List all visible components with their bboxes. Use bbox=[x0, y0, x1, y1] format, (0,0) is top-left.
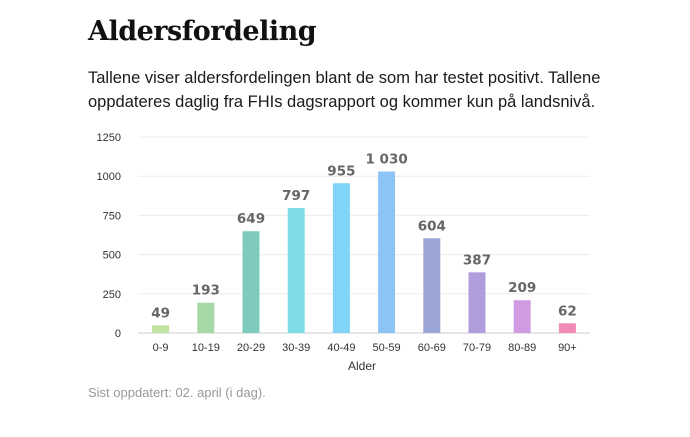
last-updated-note: Sist oppdatert: 02. april (i dag). bbox=[88, 385, 266, 400]
value-label: 797 bbox=[282, 188, 310, 204]
x-axis-title: Alder bbox=[348, 359, 376, 373]
x-tick-label: 10-19 bbox=[192, 342, 220, 354]
value-label: 193 bbox=[192, 283, 220, 299]
x-tick-label: 90+ bbox=[558, 342, 577, 354]
y-tick-label: 0 bbox=[115, 328, 121, 340]
x-tick-label: 0-9 bbox=[153, 342, 169, 354]
intro-text: Tallene viser aldersfordelingen blant de… bbox=[88, 69, 601, 111]
y-tick-label: 750 bbox=[103, 210, 121, 222]
value-label: 1 030 bbox=[365, 151, 407, 167]
page-title: Aldersfordeling bbox=[88, 16, 317, 47]
bar-50-59 bbox=[378, 171, 396, 333]
x-tick-label: 50-59 bbox=[373, 342, 401, 354]
x-tick-label: 70-79 bbox=[463, 342, 491, 354]
bar-40-49 bbox=[332, 183, 350, 333]
bar-90+ bbox=[558, 323, 576, 333]
y-tick-label: 250 bbox=[103, 289, 121, 301]
x-tick-label: 40-49 bbox=[327, 342, 355, 354]
value-label: 604 bbox=[418, 218, 446, 234]
value-label: 649 bbox=[237, 211, 265, 227]
value-label: 49 bbox=[151, 305, 170, 321]
y-tick-label: 500 bbox=[103, 250, 121, 262]
y-tick-label: 1000 bbox=[97, 171, 121, 183]
bar-20-29 bbox=[242, 231, 260, 333]
bar-80-89 bbox=[513, 300, 531, 333]
bars bbox=[152, 171, 576, 333]
x-tick-label: 80-89 bbox=[508, 342, 536, 354]
bar-60-69 bbox=[423, 238, 441, 333]
y-axis-ticks: 0 250 500 750 1000 1250 bbox=[97, 132, 121, 340]
x-tick-label: 20-29 bbox=[237, 342, 265, 354]
value-label: 955 bbox=[327, 163, 355, 179]
x-tick-label: 60-69 bbox=[418, 342, 446, 354]
x-axis-ticks: 0-9 10-19 20-29 30-39 40-49 50-59 60-69 70-79 80… bbox=[153, 342, 577, 354]
age-distribution-chart: 0 250 500 750 1000 1250 49 193 649 797 955 1 030 60… bbox=[97, 132, 590, 373]
bar-0-9 bbox=[152, 325, 170, 333]
value-label: 387 bbox=[463, 252, 491, 268]
y-tick-label: 1250 bbox=[97, 132, 121, 144]
bar-30-39 bbox=[287, 208, 305, 333]
value-label: 209 bbox=[508, 280, 536, 296]
x-tick-label: 30-39 bbox=[282, 342, 310, 354]
bar-70-79 bbox=[468, 272, 486, 333]
value-label: 62 bbox=[558, 303, 577, 319]
bar-10-19 bbox=[197, 302, 215, 333]
value-labels: 49 193 649 797 955 1 030 604 387 209 62 bbox=[151, 151, 577, 321]
